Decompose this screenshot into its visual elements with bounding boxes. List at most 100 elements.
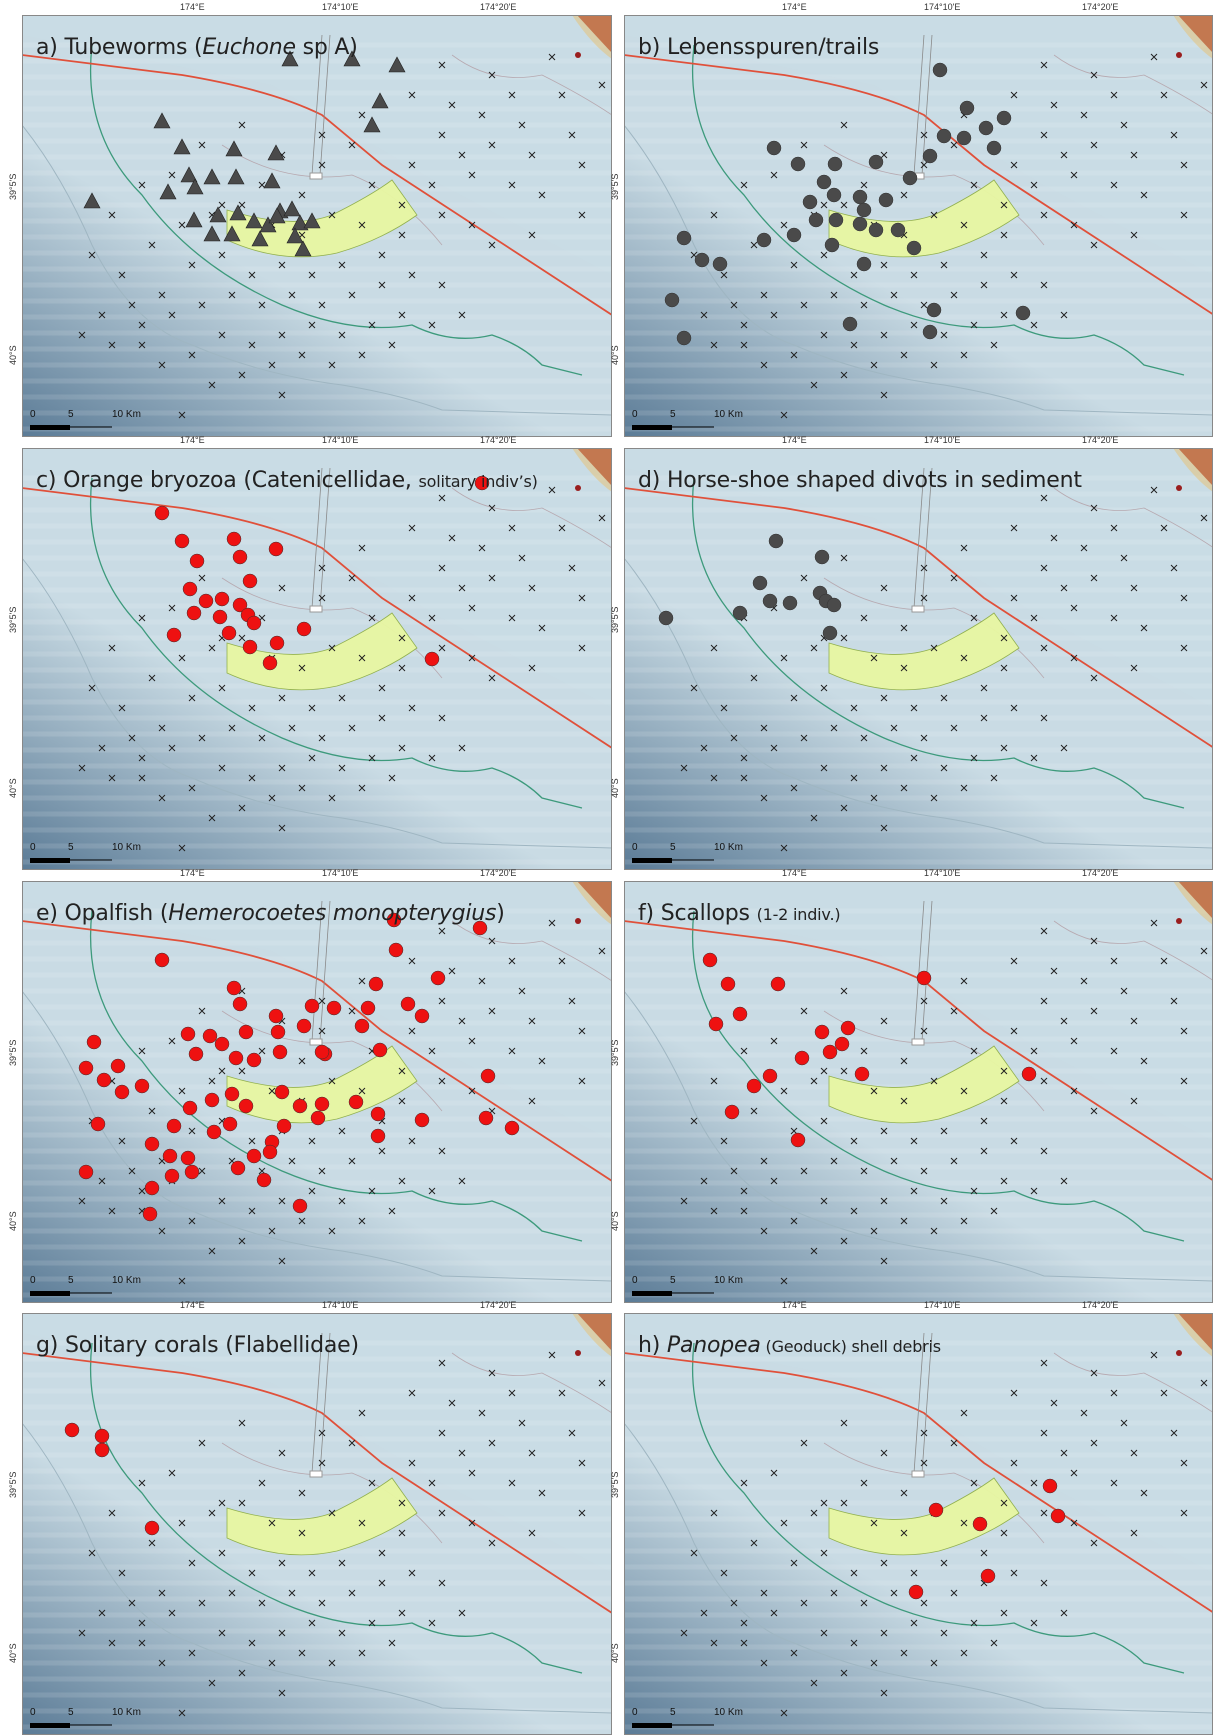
station-cross xyxy=(458,1609,466,1617)
occurrence-marker xyxy=(980,1568,996,1584)
station-cross xyxy=(198,1007,206,1015)
occurrence-marker xyxy=(504,1120,520,1136)
station-cross xyxy=(488,674,496,682)
station-cross xyxy=(1090,141,1098,149)
longitude-tick-label: 174°E xyxy=(180,1300,205,1310)
station-cross xyxy=(1070,221,1078,229)
contour-line xyxy=(89,1342,583,1674)
station-cross xyxy=(78,1629,86,1637)
station-cross xyxy=(1010,1459,1018,1467)
station-cross xyxy=(720,271,728,279)
station-cross xyxy=(760,1157,768,1165)
station-cross xyxy=(248,1137,256,1145)
station-cross xyxy=(930,644,938,652)
station-cross xyxy=(750,1107,758,1115)
station-cross xyxy=(740,1619,748,1627)
scale-bar xyxy=(632,1291,672,1296)
station-cross xyxy=(228,1589,236,1597)
station-cross xyxy=(358,1409,366,1417)
latitude-tick-label: 40°S xyxy=(8,1643,18,1663)
station-cross xyxy=(1030,1619,1038,1627)
station-cross xyxy=(578,211,586,219)
station-cross xyxy=(458,311,466,319)
panel-title-d: d) Horse-shoe shaped divots in sediment xyxy=(638,468,1082,493)
station-cross xyxy=(458,1449,466,1457)
occurrence-marker xyxy=(906,240,922,256)
station-cross xyxy=(438,1429,446,1437)
latitude-tick-label: 40°S xyxy=(610,778,620,798)
longitude-tick-label: 174°20'E xyxy=(480,2,517,12)
occurrence-marker xyxy=(246,1052,262,1068)
contour-line xyxy=(624,990,1213,1282)
occurrence-marker xyxy=(242,573,258,589)
station-cross xyxy=(900,191,908,199)
station-cross xyxy=(1040,644,1048,652)
station-cross xyxy=(268,794,276,802)
station-cross xyxy=(598,1379,606,1387)
occurrence-marker xyxy=(814,1024,830,1040)
station-cross xyxy=(358,654,366,662)
station-cross xyxy=(158,1659,166,1667)
station-cross xyxy=(288,724,296,732)
occurrence-marker xyxy=(182,581,198,597)
station-cross xyxy=(880,331,888,339)
panel-title-e: e) Opalfish (Hemerocoetes monopterygius) xyxy=(36,901,505,926)
station-cross xyxy=(298,784,306,792)
station-cross xyxy=(1110,1389,1118,1397)
station-cross xyxy=(880,1257,888,1265)
station-cross xyxy=(920,997,928,1005)
station-cross xyxy=(950,141,958,149)
occurrence-marker xyxy=(229,204,247,221)
station-cross xyxy=(208,1679,216,1687)
station-cross xyxy=(860,1167,868,1175)
station-cross xyxy=(710,1207,718,1215)
station-cross xyxy=(900,1057,908,1065)
occurrence-marker xyxy=(826,597,842,613)
occurrence-marker xyxy=(238,1098,254,1114)
station-cross xyxy=(428,1047,436,1055)
station-cross xyxy=(318,1429,326,1437)
station-cross xyxy=(538,624,546,632)
occurrence-marker xyxy=(414,1112,430,1128)
station-cross xyxy=(1070,604,1078,612)
station-cross xyxy=(1040,494,1048,502)
station-cross xyxy=(1000,201,1008,209)
station-cross xyxy=(328,1659,336,1667)
panel-h: h) Panopea (Geoduck) shell debris xyxy=(624,1313,1213,1735)
station-cross xyxy=(568,1429,576,1437)
station-cross xyxy=(368,1479,376,1487)
station-cross xyxy=(138,1619,146,1627)
station-cross xyxy=(278,1629,286,1637)
station-cross xyxy=(428,1187,436,1195)
station-cross xyxy=(790,351,798,359)
station-cross xyxy=(920,1167,928,1175)
boundary-line xyxy=(624,1352,1213,1614)
station-cross xyxy=(770,1177,778,1185)
occurrence-marker xyxy=(782,595,798,611)
scale-bar xyxy=(30,858,70,863)
panel-title-g: g) Solitary corals (Flabellidae) xyxy=(36,1333,359,1358)
station-cross xyxy=(278,764,286,772)
station-cross xyxy=(960,221,968,229)
station-cross xyxy=(318,301,326,309)
station-cross xyxy=(538,1057,546,1065)
station-cross xyxy=(278,694,286,702)
station-cross xyxy=(930,361,938,369)
landmass-shore xyxy=(1173,1313,1213,1357)
station-cross xyxy=(398,1067,406,1075)
occurrence-marker xyxy=(292,1098,308,1114)
station-cross xyxy=(408,957,416,965)
station-cross xyxy=(198,734,206,742)
station-cross xyxy=(328,211,336,219)
station-cross xyxy=(740,754,748,762)
shelf-water xyxy=(624,1313,1213,1573)
station-cross xyxy=(528,664,536,672)
station-cross xyxy=(760,724,768,732)
panel-d: d) Horse-shoe shaped divots in sediment xyxy=(624,448,1213,870)
station-cross xyxy=(358,111,366,119)
station-cross xyxy=(558,524,566,532)
station-cross xyxy=(298,1489,306,1497)
occurrence-marker xyxy=(226,531,242,547)
boundary-line xyxy=(624,54,1213,316)
station-cross xyxy=(318,1027,326,1035)
